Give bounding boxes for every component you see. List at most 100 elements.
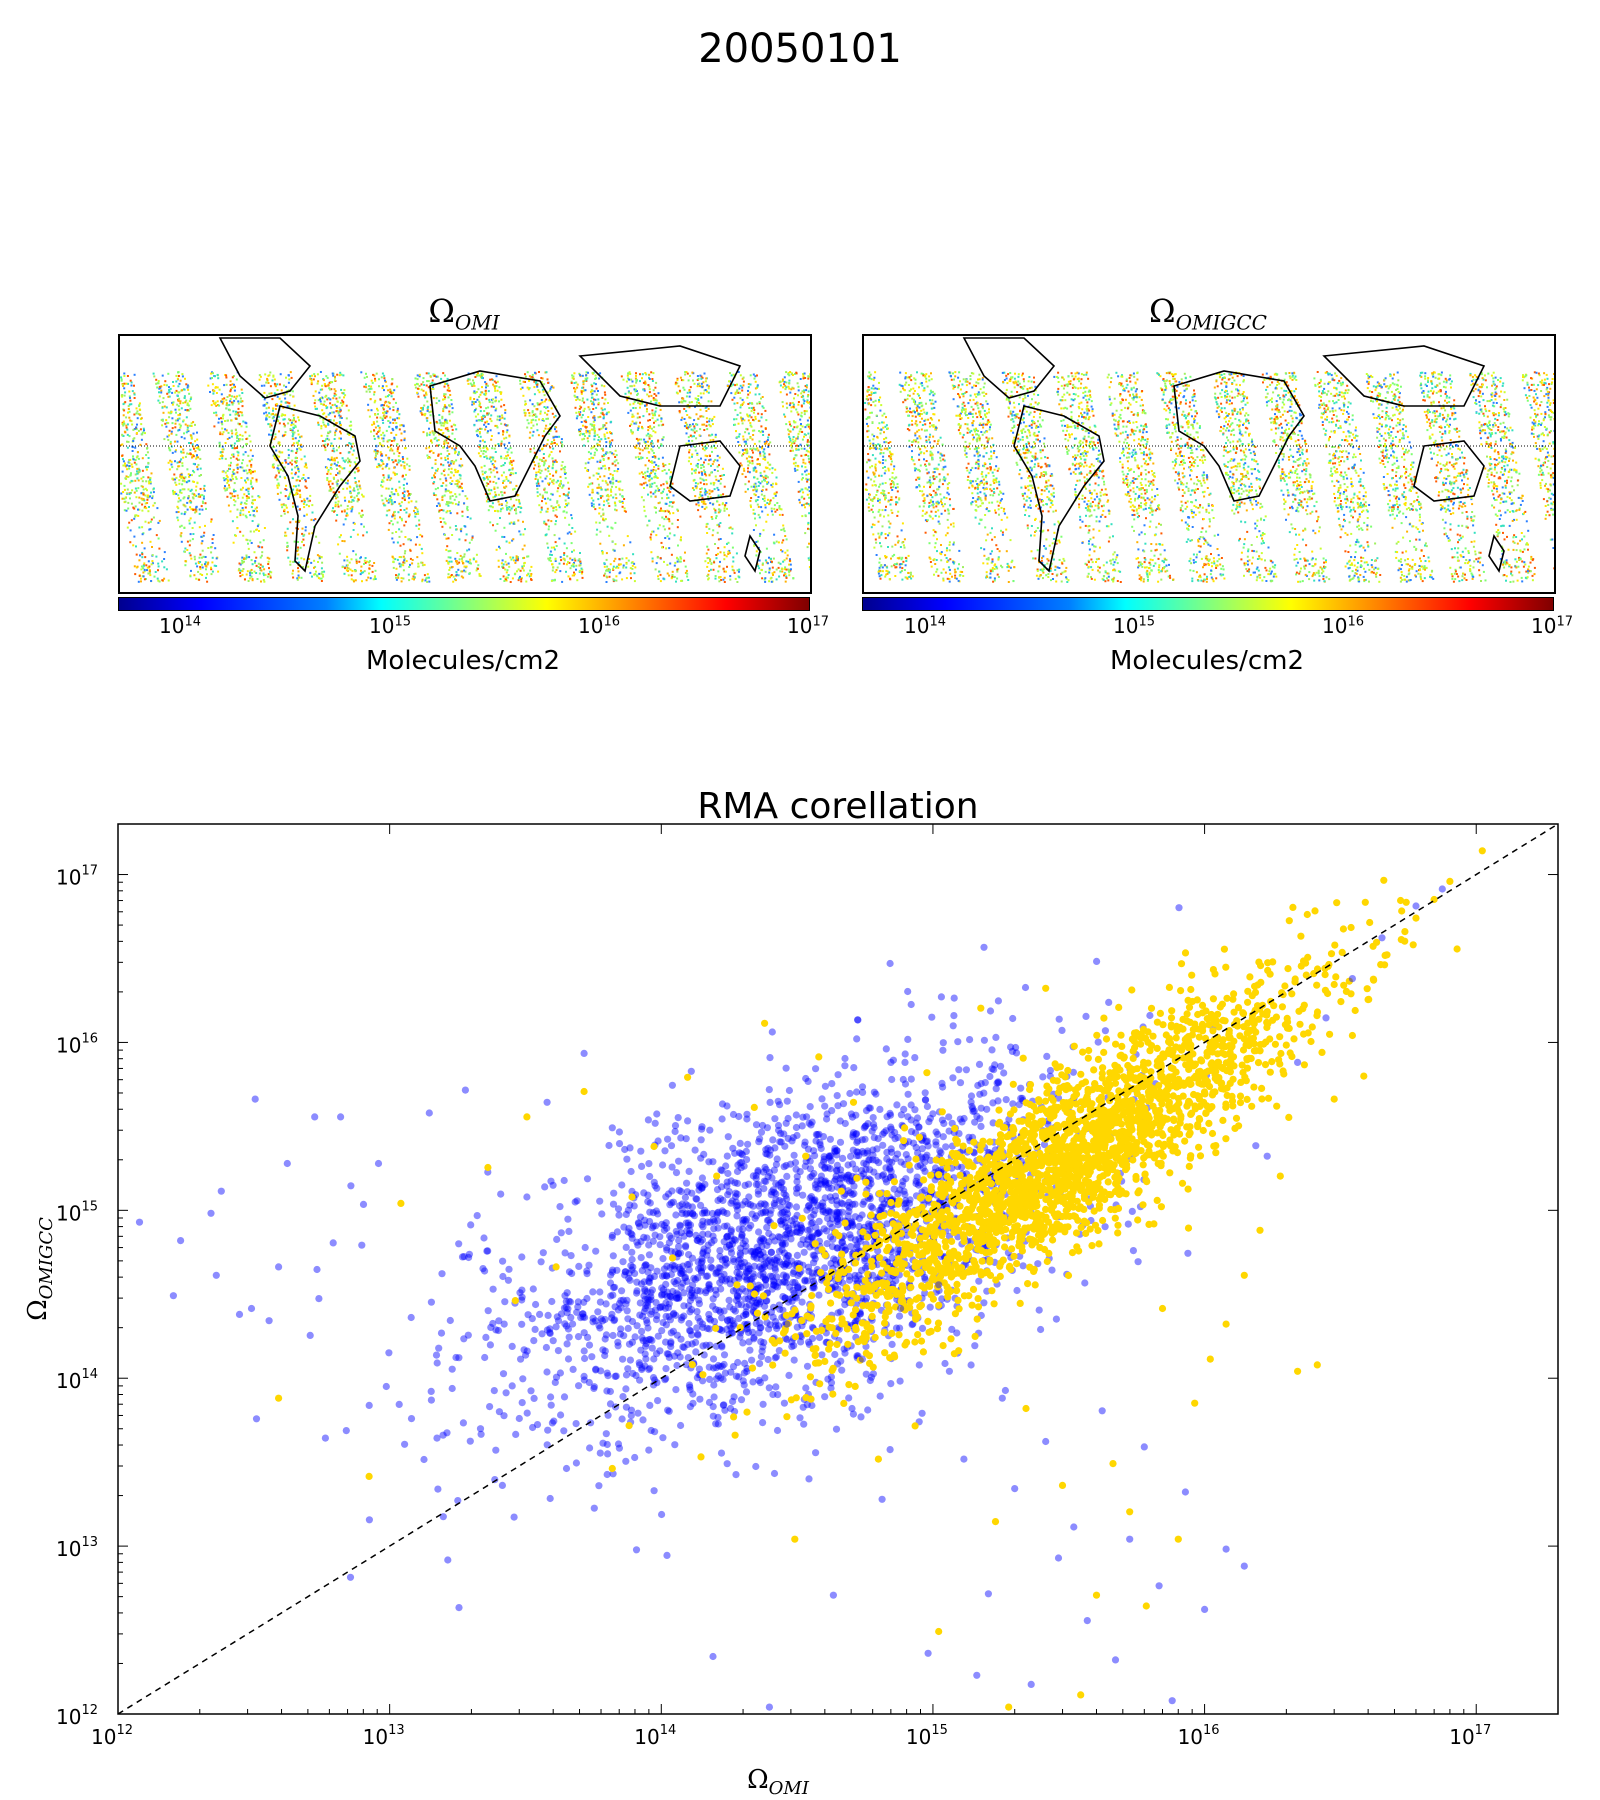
map-pixel (134, 573, 137, 576)
map-pixel (236, 494, 239, 497)
map-pixel (295, 460, 298, 462)
map-pixel (259, 563, 262, 566)
map-pixel (431, 431, 434, 434)
map-pixel (148, 565, 151, 568)
map-pixel (500, 442, 503, 445)
map-pixel (392, 566, 395, 569)
map-pixel (326, 384, 329, 387)
map-pixel (358, 560, 361, 563)
map-pixel (494, 400, 497, 403)
map-pixel (491, 502, 494, 505)
map-pixel (511, 467, 514, 470)
map-pixel (313, 559, 316, 562)
map-pixel (123, 497, 126, 500)
map-pixel (461, 557, 463, 560)
map-pixel (442, 408, 445, 410)
map-pixel (165, 384, 168, 387)
map-pixel (508, 541, 511, 544)
map-pixel (383, 377, 386, 380)
map-pixel (242, 486, 244, 489)
map-pixel (177, 429, 180, 432)
map-pixel (300, 443, 303, 446)
map-pixel (221, 402, 224, 405)
map-pixel (268, 567, 270, 570)
map-pixel (184, 550, 186, 553)
map-pixel (415, 524, 418, 527)
map-pixel (507, 448, 510, 451)
map-pixel (180, 540, 183, 543)
map-pixel (186, 429, 189, 431)
map-pixel (423, 404, 426, 407)
map-pixel (179, 525, 182, 528)
map-pixel (154, 571, 157, 573)
map-pixel (504, 411, 507, 414)
map-pixel (274, 476, 277, 479)
map-pixel (416, 556, 419, 559)
map-pixel (390, 491, 393, 494)
map-pixel (334, 505, 337, 508)
map-pixel (215, 557, 218, 560)
map-pixel (373, 374, 376, 377)
map-pixel (230, 429, 233, 432)
map-pixel (339, 430, 342, 433)
map-pixel (351, 507, 354, 510)
map-pixel (133, 461, 136, 464)
map-pixel (284, 414, 287, 417)
map-pixel (173, 473, 176, 476)
map-pixel (255, 564, 258, 567)
map-pixel (417, 513, 420, 515)
map-pixel (218, 417, 220, 420)
map-pixel (177, 375, 180, 377)
map-pixel (492, 405, 495, 408)
map-pixel (328, 431, 331, 434)
map-pixel (345, 404, 348, 407)
map-pixel (483, 440, 486, 443)
map-pixel (489, 492, 492, 495)
map-pixel (421, 413, 424, 416)
map-pixel (332, 476, 335, 479)
map-pixel (436, 498, 439, 501)
map-pixel (216, 400, 219, 403)
map-pixel (346, 457, 349, 460)
map-pixel (152, 516, 155, 519)
map-pixel (311, 575, 313, 578)
map-pixel (464, 539, 467, 542)
map-pixel (233, 442, 236, 445)
map-pixel (427, 380, 430, 383)
map-pixel (408, 492, 411, 495)
map-pixel (320, 572, 323, 575)
map-pixel (160, 391, 163, 394)
map-pixel (229, 478, 232, 481)
map-pixel (123, 375, 126, 377)
map-pixel (244, 578, 246, 581)
map-pixel (424, 396, 427, 399)
map-pixel (453, 438, 456, 441)
map-pixel (170, 432, 173, 435)
map-pixel (121, 383, 124, 386)
map-pixel (308, 532, 311, 535)
map-pixel (398, 480, 401, 483)
map-pixel (141, 480, 144, 483)
map-pixel (210, 404, 213, 407)
map-pixel (191, 492, 194, 495)
map-pixel (301, 540, 303, 543)
map-pixel (191, 456, 194, 459)
map-pixel (326, 398, 329, 401)
map-pixel (178, 482, 181, 485)
map-pixel (469, 382, 472, 385)
map-pixel (511, 505, 514, 508)
map-pixel (296, 578, 299, 581)
map-pixel (211, 561, 214, 564)
map-pixel (192, 421, 195, 424)
map-pixel (235, 477, 238, 480)
map-pixel (223, 479, 226, 482)
map-pixel (521, 565, 524, 568)
map-pixel (294, 460, 297, 463)
map-pixel (403, 467, 406, 470)
map-pixel (142, 492, 145, 495)
map-pixel (403, 495, 406, 498)
map-pixel (288, 418, 290, 421)
map-pixel (289, 521, 292, 524)
map-pixel (127, 408, 130, 410)
map-pixel (213, 564, 216, 567)
